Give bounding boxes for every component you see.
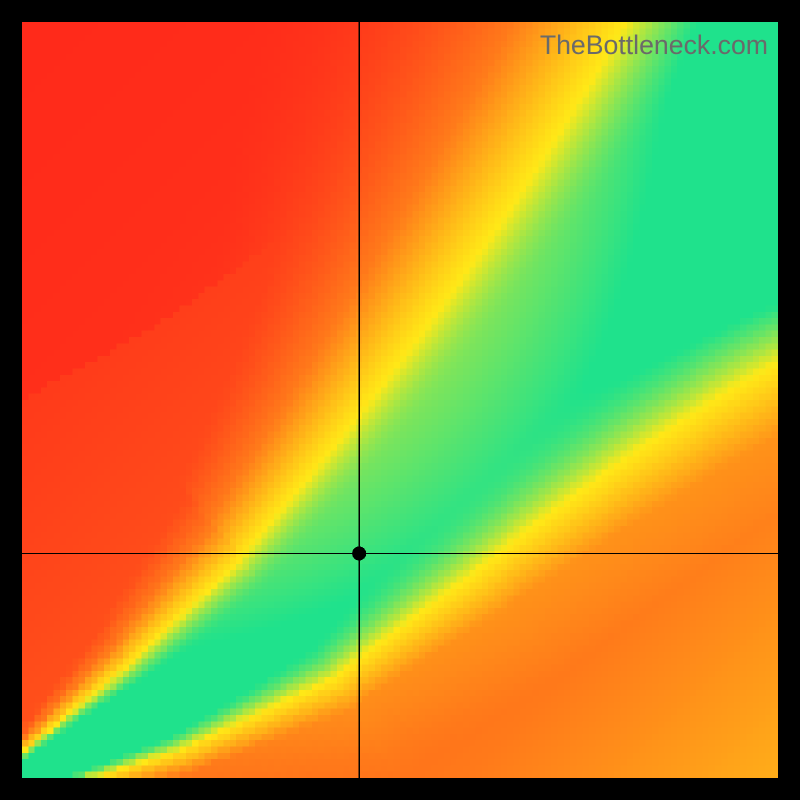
- chart-frame: TheBottleneck.com: [0, 0, 800, 800]
- watermark-text: TheBottleneck.com: [540, 30, 768, 61]
- outer-border: [0, 0, 800, 800]
